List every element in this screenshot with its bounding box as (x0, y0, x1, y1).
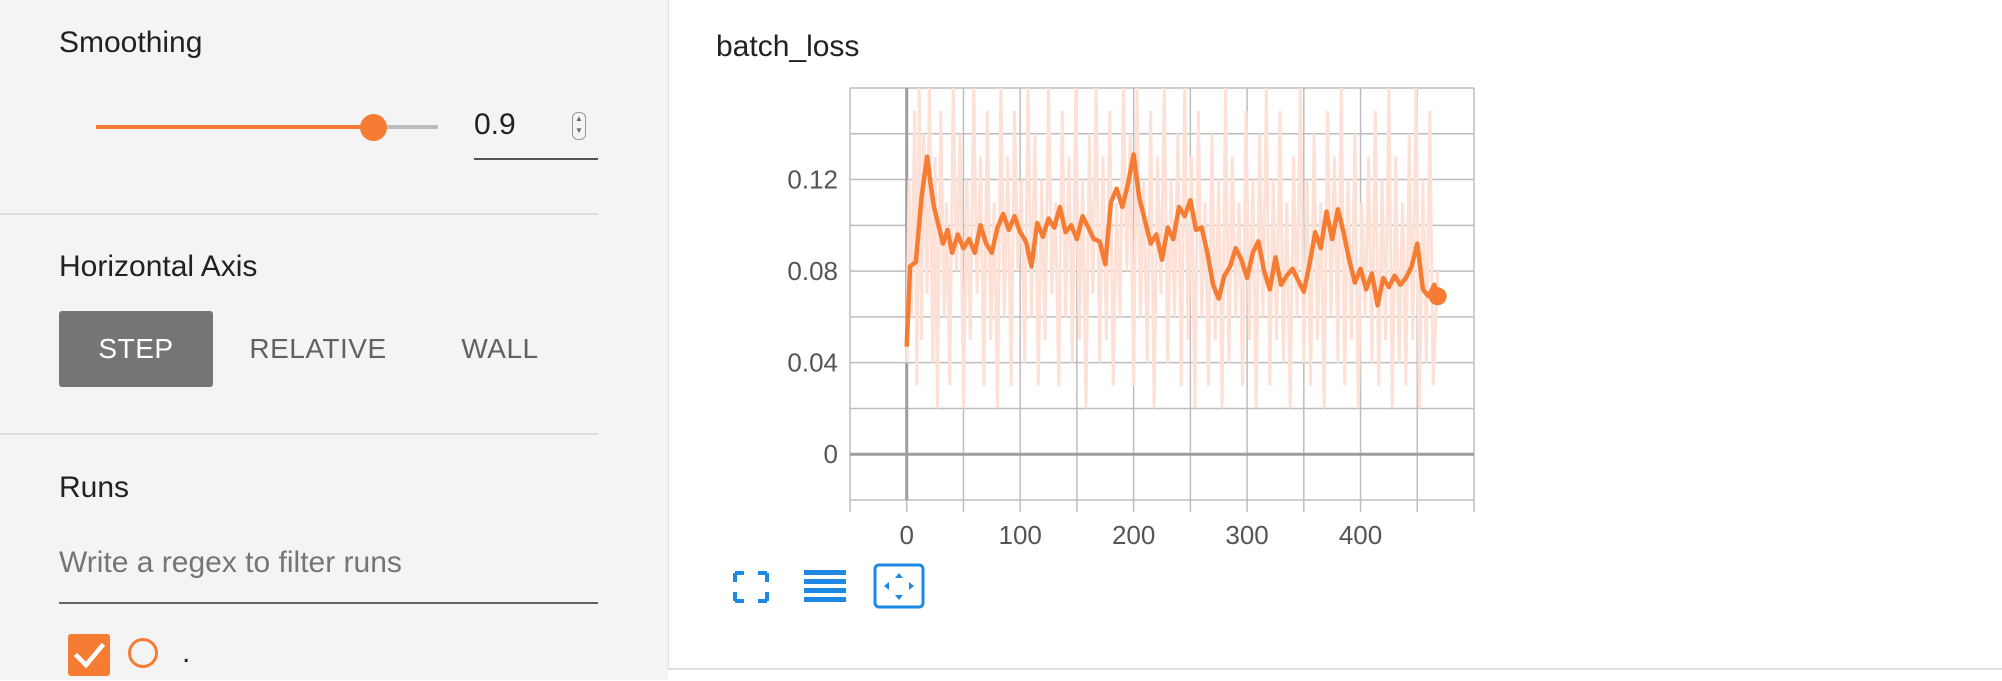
batch-loss-chart[interactable]: 0 100 200 300 400 0 0.04 0.08 0.12 (740, 80, 1480, 550)
smoothing-value: 0.9 (474, 108, 516, 141)
x-tick-label: 0 (899, 520, 913, 550)
smoothing-title: Smoothing (59, 26, 203, 59)
chart-card (668, 0, 2002, 670)
axis-wall-button[interactable]: WALL (461, 333, 539, 364)
smoothing-slider[interactable] (96, 110, 438, 144)
slider-track (373, 125, 438, 129)
last-point-marker (1428, 287, 1447, 306)
y-tick-label: 0.04 (787, 348, 838, 378)
chart-title: batch_loss (716, 30, 860, 63)
smoothed-loss-line (904, 152, 1440, 347)
x-tick-label: 200 (1112, 520, 1155, 550)
y-tick-label: 0.08 (787, 256, 838, 286)
smoothing-value-input[interactable]: 0.9 ▲ ▼ (474, 100, 598, 160)
expand-icon (733, 571, 769, 603)
y-tick-label: 0.12 (787, 165, 838, 195)
run-filter-input[interactable] (59, 546, 598, 580)
section-divider (0, 433, 598, 435)
x-tick-label: 300 (1225, 520, 1268, 550)
axis-relative-button[interactable]: RELATIVE (249, 333, 387, 364)
slider-fill (96, 125, 374, 129)
run-checkbox[interactable] (68, 634, 110, 676)
axis-step-button[interactable]: STEP (59, 311, 213, 387)
run-filter[interactable] (59, 538, 598, 604)
x-tick-label: 400 (1339, 520, 1382, 550)
runs-title: Runs (59, 471, 130, 504)
raw-loss-line (905, 87, 1440, 409)
horizontal-axis-title: Horizontal Axis (59, 250, 258, 283)
data-selection-button[interactable] (798, 562, 852, 612)
run-name: . (182, 636, 191, 669)
y-tick-label: 0 (824, 439, 838, 469)
run-color-picker[interactable] (128, 638, 158, 668)
x-tick-label: 100 (998, 520, 1041, 550)
slider-thumb[interactable] (360, 114, 388, 141)
expand-button[interactable] (724, 562, 778, 612)
fit-domain-icon (873, 563, 925, 609)
data-selection-icon (804, 570, 846, 602)
checkmark-icon (73, 642, 106, 669)
section-divider (0, 213, 598, 215)
spinner-icon[interactable]: ▲ ▼ (572, 112, 586, 140)
sidebar: Smoothing 0.9 ▲ ▼ Horizontal Axis STEP RE… (0, 0, 668, 680)
fit-domain-button[interactable] (872, 562, 926, 612)
